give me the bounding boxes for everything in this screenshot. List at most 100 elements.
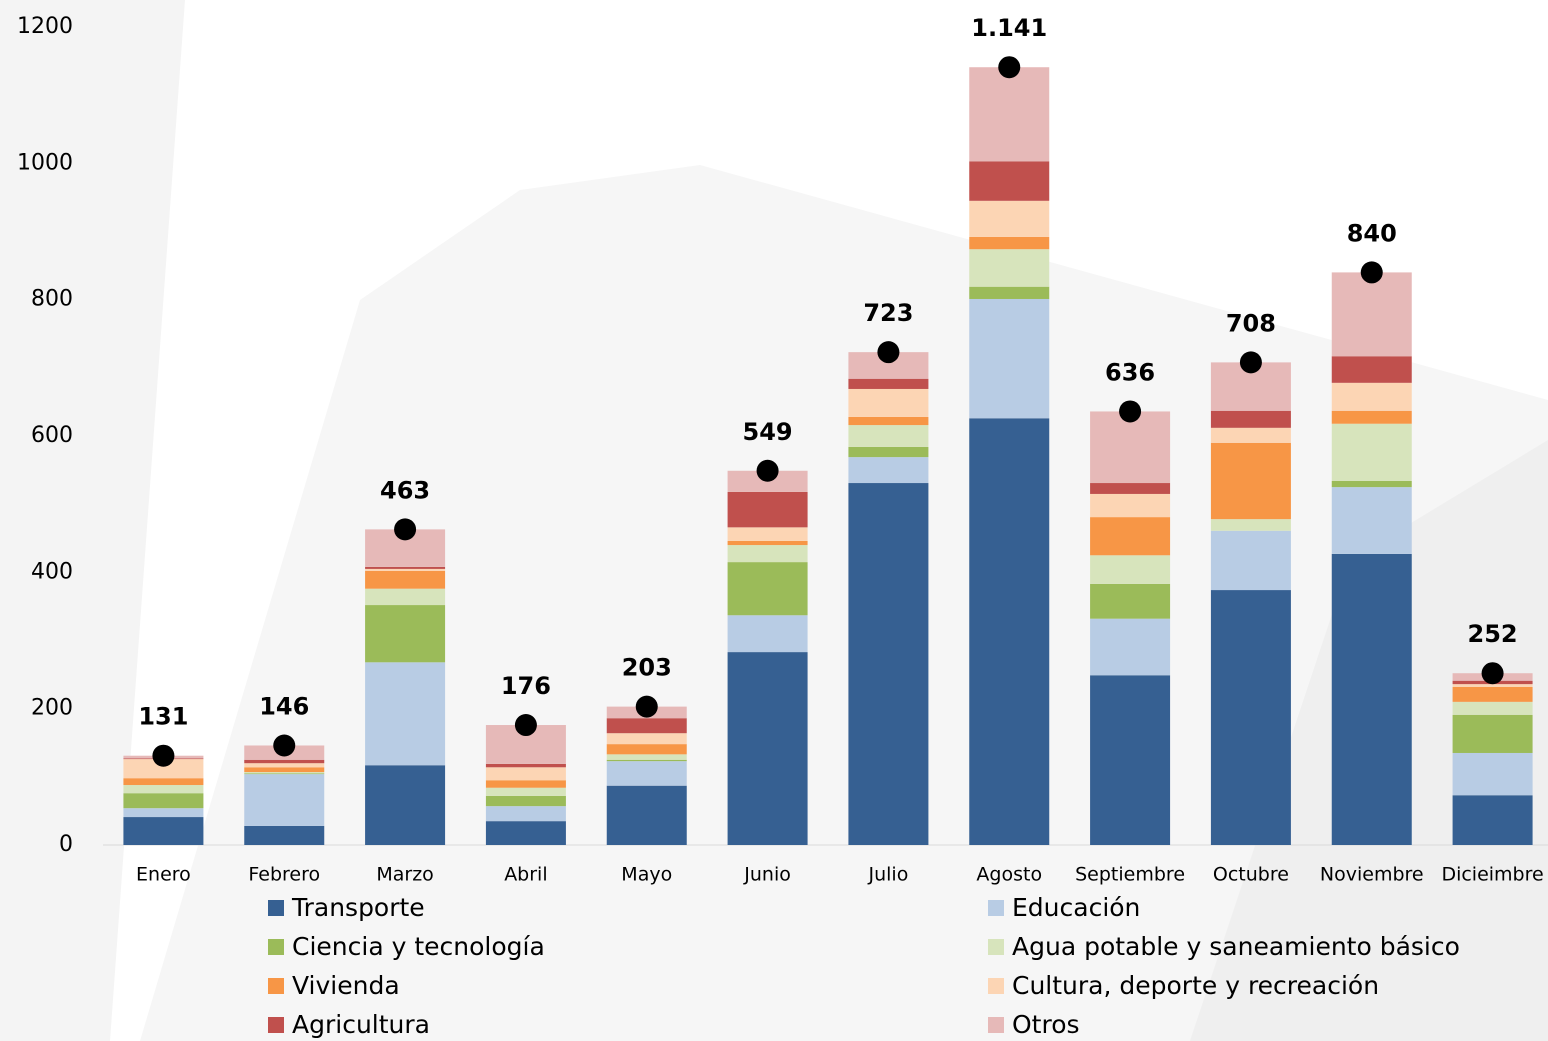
bar-segment xyxy=(1452,795,1533,845)
bar-segment xyxy=(123,778,204,786)
legend-label: Ciencia y tecnología xyxy=(292,932,545,961)
bar-segment xyxy=(727,545,808,563)
total-marker xyxy=(1481,662,1504,685)
bar-segment xyxy=(244,773,325,775)
total-marker xyxy=(756,459,779,482)
total-marker xyxy=(998,56,1021,79)
x-tick-label: Mayo xyxy=(621,864,672,886)
x-tick-label: Noviembre xyxy=(1320,864,1424,886)
total-label: 723 xyxy=(863,299,913,327)
bar-segment xyxy=(485,767,566,781)
bar-segment xyxy=(365,662,446,766)
bar-segment xyxy=(244,763,325,768)
bar-segment xyxy=(1452,714,1533,753)
bar-segment xyxy=(1090,411,1171,484)
legend-swatch xyxy=(268,978,284,994)
legend-swatch xyxy=(988,978,1004,994)
x-tick-label: Enero xyxy=(136,864,191,886)
bar-segment xyxy=(244,772,325,774)
total-label: 1.141 xyxy=(971,14,1047,42)
bar-segment xyxy=(244,774,325,826)
bar-segment xyxy=(1452,752,1533,796)
legend-swatch xyxy=(988,939,1004,955)
bar-segment xyxy=(1331,480,1412,488)
bar-segment xyxy=(1331,356,1412,383)
bar-segment xyxy=(727,615,808,653)
y-tick-label: 400 xyxy=(31,559,73,584)
total-label: 146 xyxy=(259,692,309,720)
background-shape xyxy=(0,0,185,1041)
x-tick-label: Octubre xyxy=(1213,864,1289,886)
bar-segment xyxy=(485,787,566,796)
bar-segment xyxy=(1210,519,1291,531)
legend-swatch xyxy=(988,900,1004,916)
bar-segment xyxy=(969,161,1050,201)
total-label: 203 xyxy=(622,654,672,682)
bar-segment xyxy=(123,817,204,845)
bar-segment xyxy=(969,67,1050,162)
y-tick-label: 200 xyxy=(31,696,73,721)
bar-segment xyxy=(1210,530,1291,591)
legend-label: Agricultura xyxy=(292,1010,430,1039)
bar-segment xyxy=(1210,590,1291,845)
bar-segment xyxy=(1090,675,1171,845)
bar-segment xyxy=(365,765,446,845)
x-tick-label: Agosto xyxy=(976,864,1042,886)
x-tick-label: Julio xyxy=(868,864,909,886)
legend-label: Transporte xyxy=(291,893,425,922)
bar-segment xyxy=(1210,410,1291,428)
bar-segment xyxy=(848,446,929,458)
bar-segment xyxy=(727,652,808,845)
total-marker xyxy=(514,714,537,737)
bar-segment xyxy=(1452,684,1533,687)
x-tick-label: Abril xyxy=(504,864,547,886)
total-label: 708 xyxy=(1226,309,1276,337)
bar-segment xyxy=(606,759,687,762)
bar-segment xyxy=(365,605,446,663)
bar-segment xyxy=(1090,618,1171,676)
total-label: 252 xyxy=(1468,620,1518,648)
legend-swatch xyxy=(988,1017,1004,1033)
bar-segment xyxy=(123,793,204,809)
total-marker xyxy=(1239,351,1262,374)
total-label: 636 xyxy=(1105,358,1155,386)
bar-segment xyxy=(1331,272,1412,357)
total-label: 549 xyxy=(743,418,793,446)
bar-segment xyxy=(606,761,687,786)
bar-segment xyxy=(485,806,566,822)
bar-segment xyxy=(123,785,204,794)
bar-segment xyxy=(848,483,929,845)
bar-segment xyxy=(1090,517,1171,556)
bar-segment xyxy=(365,566,446,569)
bar-segment xyxy=(1090,493,1171,518)
bar-segment xyxy=(727,527,808,541)
bar-segment xyxy=(365,568,446,571)
bar-segment xyxy=(1331,382,1412,411)
bar-segment xyxy=(1452,701,1533,715)
total-marker xyxy=(635,695,658,718)
bar-segment xyxy=(606,718,687,734)
bar-segment xyxy=(969,298,1050,419)
bar-segment xyxy=(606,754,687,760)
bar-segment xyxy=(1452,686,1533,702)
bar-segment xyxy=(244,759,325,764)
bar-segment xyxy=(485,821,566,845)
bar-segment xyxy=(969,286,1050,299)
bar-segment xyxy=(727,491,808,528)
bar-segment xyxy=(365,570,446,589)
bar-segment xyxy=(244,825,325,845)
y-tick-label: 1200 xyxy=(17,14,73,39)
legend-label: Otros xyxy=(1012,1010,1080,1039)
legend-label: Educación xyxy=(1012,893,1140,922)
total-label: 840 xyxy=(1347,219,1397,247)
bar-segment xyxy=(606,785,687,845)
total-label: 131 xyxy=(138,703,188,731)
x-tick-label: Dicieimbre xyxy=(1441,864,1543,886)
bar-segment xyxy=(485,763,566,768)
bar-segment xyxy=(606,744,687,755)
total-marker xyxy=(152,744,175,767)
total-marker xyxy=(1119,400,1142,423)
bar-segment xyxy=(727,540,808,546)
bar-segment xyxy=(727,562,808,616)
